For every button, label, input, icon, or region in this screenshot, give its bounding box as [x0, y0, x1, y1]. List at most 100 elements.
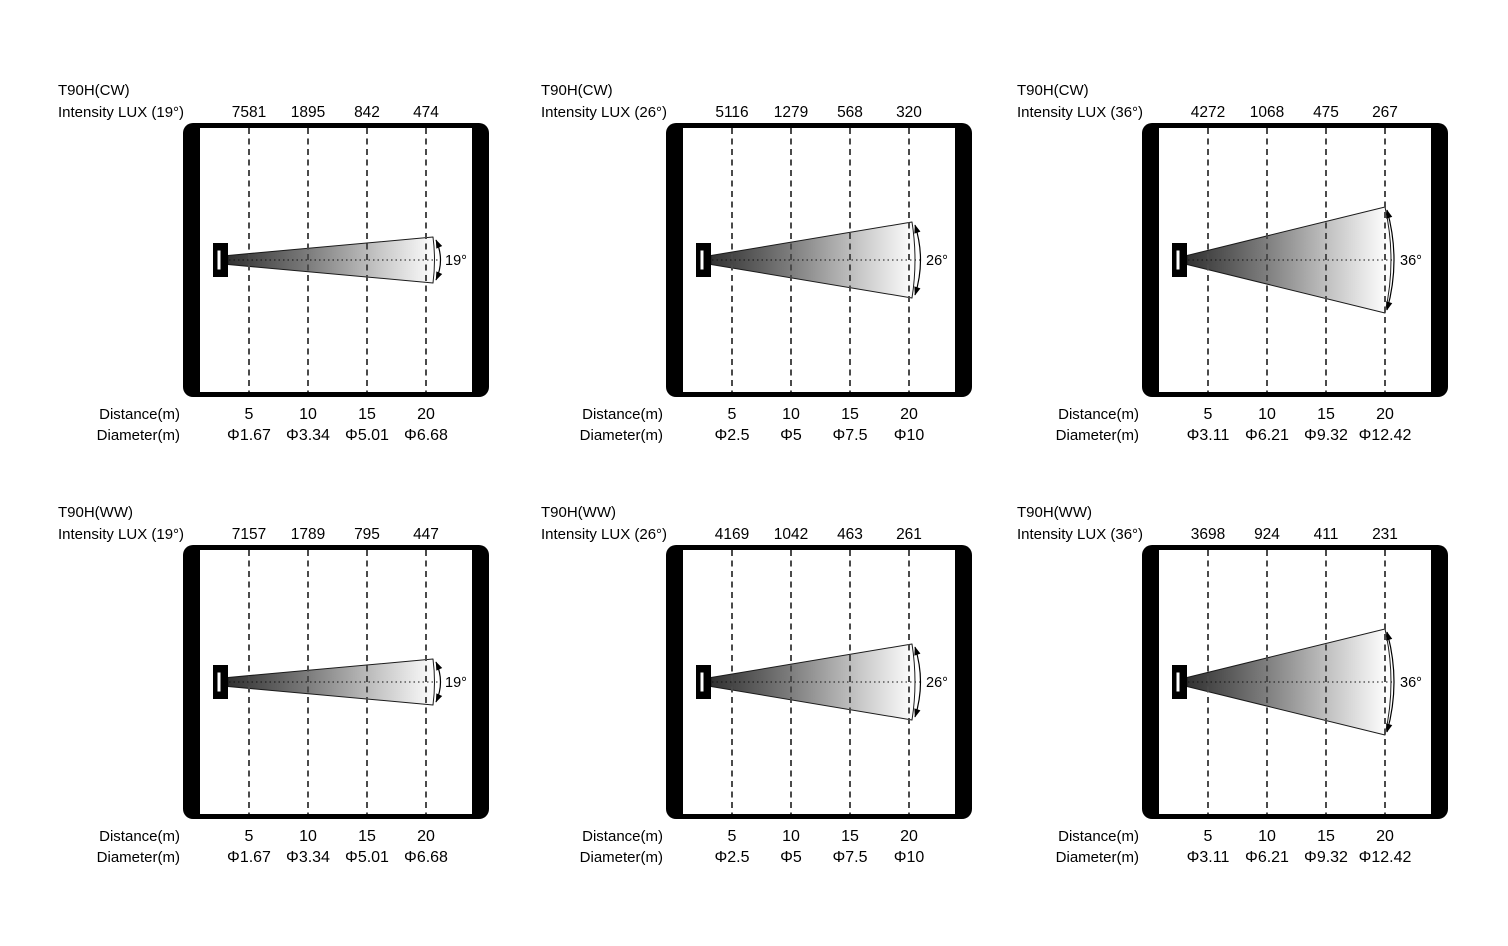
beam-diagram-panel: T90H(CW) Intensity LUX (36°) 4272 1068 4… — [1012, 78, 1458, 460]
intensity-value: 475 — [1313, 104, 1339, 121]
distance-label: Distance(m) — [582, 828, 663, 845]
beam-cone — [227, 658, 435, 706]
beam-diagram-panel: T90H(CW) Intensity LUX (26°) 5116 1279 5… — [536, 78, 982, 460]
diameter-label: Diameter(m) — [1055, 849, 1139, 866]
diameter-label: Diameter(m) — [579, 849, 663, 866]
diameter-value: Φ2.5 — [714, 427, 750, 444]
diameter-value: Φ5 — [780, 849, 802, 866]
diameter-value: Φ7.5 — [832, 427, 868, 444]
angle-arc — [914, 224, 922, 296]
intensity-value: 924 — [1254, 526, 1280, 543]
beam-diagram-panel: T90H(WW) Intensity LUX (19°) 7157 1789 7… — [53, 500, 499, 882]
beam-diagram-panel: T90H(WW) Intensity LUX (26°) 4169 1042 4… — [536, 500, 982, 882]
beam-cone — [227, 236, 435, 284]
distance-value: 10 — [782, 406, 800, 423]
diameter-value: Φ10 — [893, 849, 925, 866]
intensity-value: 3698 — [1190, 526, 1226, 543]
fixture-icon-notch — [700, 672, 704, 692]
angle-label: 36° — [1400, 675, 1422, 691]
diameter-value: Φ7.5 — [832, 849, 868, 866]
diameter-value: Φ6.21 — [1245, 427, 1289, 444]
distance-value: 20 — [1376, 406, 1394, 423]
intensity-value: 7581 — [231, 104, 267, 121]
distance-value: 5 — [1203, 828, 1213, 845]
diameter-value: Φ3.34 — [286, 849, 330, 866]
diameter-value: Φ9.32 — [1304, 849, 1348, 866]
distance-label: Distance(m) — [99, 828, 180, 845]
diameter-value: Φ6.21 — [1245, 849, 1289, 866]
diameter-label: Diameter(m) — [96, 849, 180, 866]
diameter-value: Φ3.11 — [1186, 427, 1230, 444]
angle-arc — [1386, 631, 1395, 733]
distance-value: 5 — [1203, 406, 1213, 423]
angle-label: 26° — [926, 253, 948, 269]
distance-value: 5 — [244, 406, 254, 423]
intensity-value: 320 — [896, 104, 922, 121]
angle-label: 19° — [445, 675, 467, 691]
panel-subtitle: Intensity LUX (36°) — [1017, 104, 1144, 121]
distance-value: 5 — [727, 828, 737, 845]
diameter-value: Φ6.68 — [404, 427, 448, 444]
intensity-value: 795 — [354, 526, 380, 543]
distance-value: 10 — [299, 406, 317, 423]
diameter-label: Diameter(m) — [579, 427, 663, 444]
panel-subtitle: Intensity LUX (36°) — [1017, 526, 1144, 543]
distance-label: Distance(m) — [582, 406, 663, 423]
beam-diagram: 19° — [183, 123, 489, 397]
intensity-value: 5116 — [715, 104, 749, 121]
distance-value: 10 — [1258, 406, 1276, 423]
diameter-label: Diameter(m) — [96, 427, 180, 444]
angle-arc — [435, 661, 443, 703]
distance-value: 5 — [244, 828, 254, 845]
beam-diagram: 36° — [1142, 545, 1448, 819]
intensity-value: 447 — [413, 526, 439, 543]
distance-value: 15 — [1317, 828, 1335, 845]
panel-title: T90H(WW) — [58, 504, 133, 521]
angle-arc — [914, 646, 922, 718]
panel-subtitle: Intensity LUX (19°) — [58, 104, 185, 121]
diameter-value: Φ5.01 — [345, 849, 389, 866]
diameter-value: Φ1.67 — [227, 849, 271, 866]
intensity-value: 1895 — [290, 104, 326, 121]
distance-value: 20 — [417, 828, 435, 845]
fixture-icon-notch — [217, 250, 221, 270]
beam-diagram-panel: T90H(CW) Intensity LUX (19°) 7581 1895 8… — [53, 78, 499, 460]
intensity-value: 463 — [837, 526, 863, 543]
panel-subtitle: Intensity LUX (19°) — [58, 526, 185, 543]
panel-subtitle: Intensity LUX (26°) — [541, 104, 668, 121]
beam-diagram: 26° — [666, 123, 972, 397]
distance-value: 20 — [1376, 828, 1394, 845]
distance-value: 15 — [358, 828, 376, 845]
fixture-icon-notch — [700, 250, 704, 270]
distance-value: 10 — [299, 828, 317, 845]
fixture-icon-notch — [1176, 672, 1180, 692]
intensity-value: 1042 — [773, 526, 809, 543]
panel-subtitle: Intensity LUX (26°) — [541, 526, 668, 543]
intensity-value: 1279 — [773, 104, 809, 121]
distance-value: 15 — [841, 828, 859, 845]
panel-title: T90H(WW) — [541, 504, 616, 521]
diameter-value: Φ12.42 — [1358, 849, 1412, 866]
angle-label: 19° — [445, 253, 467, 269]
intensity-value: 261 — [896, 526, 922, 543]
diameter-value: Φ1.67 — [227, 427, 271, 444]
diameter-value: Φ2.5 — [714, 849, 750, 866]
intensity-value: 231 — [1372, 526, 1398, 543]
beam-diagram: 19° — [183, 545, 489, 819]
beam-diagram-panel: T90H(WW) Intensity LUX (36°) 3698 924 41… — [1012, 500, 1458, 882]
angle-label: 36° — [1400, 253, 1422, 269]
intensity-value: 267 — [1372, 104, 1398, 121]
beam-diagram: 36° — [1142, 123, 1448, 397]
intensity-value: 568 — [837, 104, 863, 121]
distance-value: 20 — [900, 406, 918, 423]
distance-value: 20 — [417, 406, 435, 423]
fixture-icon-notch — [1176, 250, 1180, 270]
panel-title: T90H(CW) — [58, 82, 130, 99]
distance-value: 15 — [841, 406, 859, 423]
distance-label: Distance(m) — [99, 406, 180, 423]
diameter-label: Diameter(m) — [1055, 427, 1139, 444]
angle-arc — [1386, 209, 1395, 311]
diameter-value: Φ5.01 — [345, 427, 389, 444]
distance-label: Distance(m) — [1058, 828, 1139, 845]
